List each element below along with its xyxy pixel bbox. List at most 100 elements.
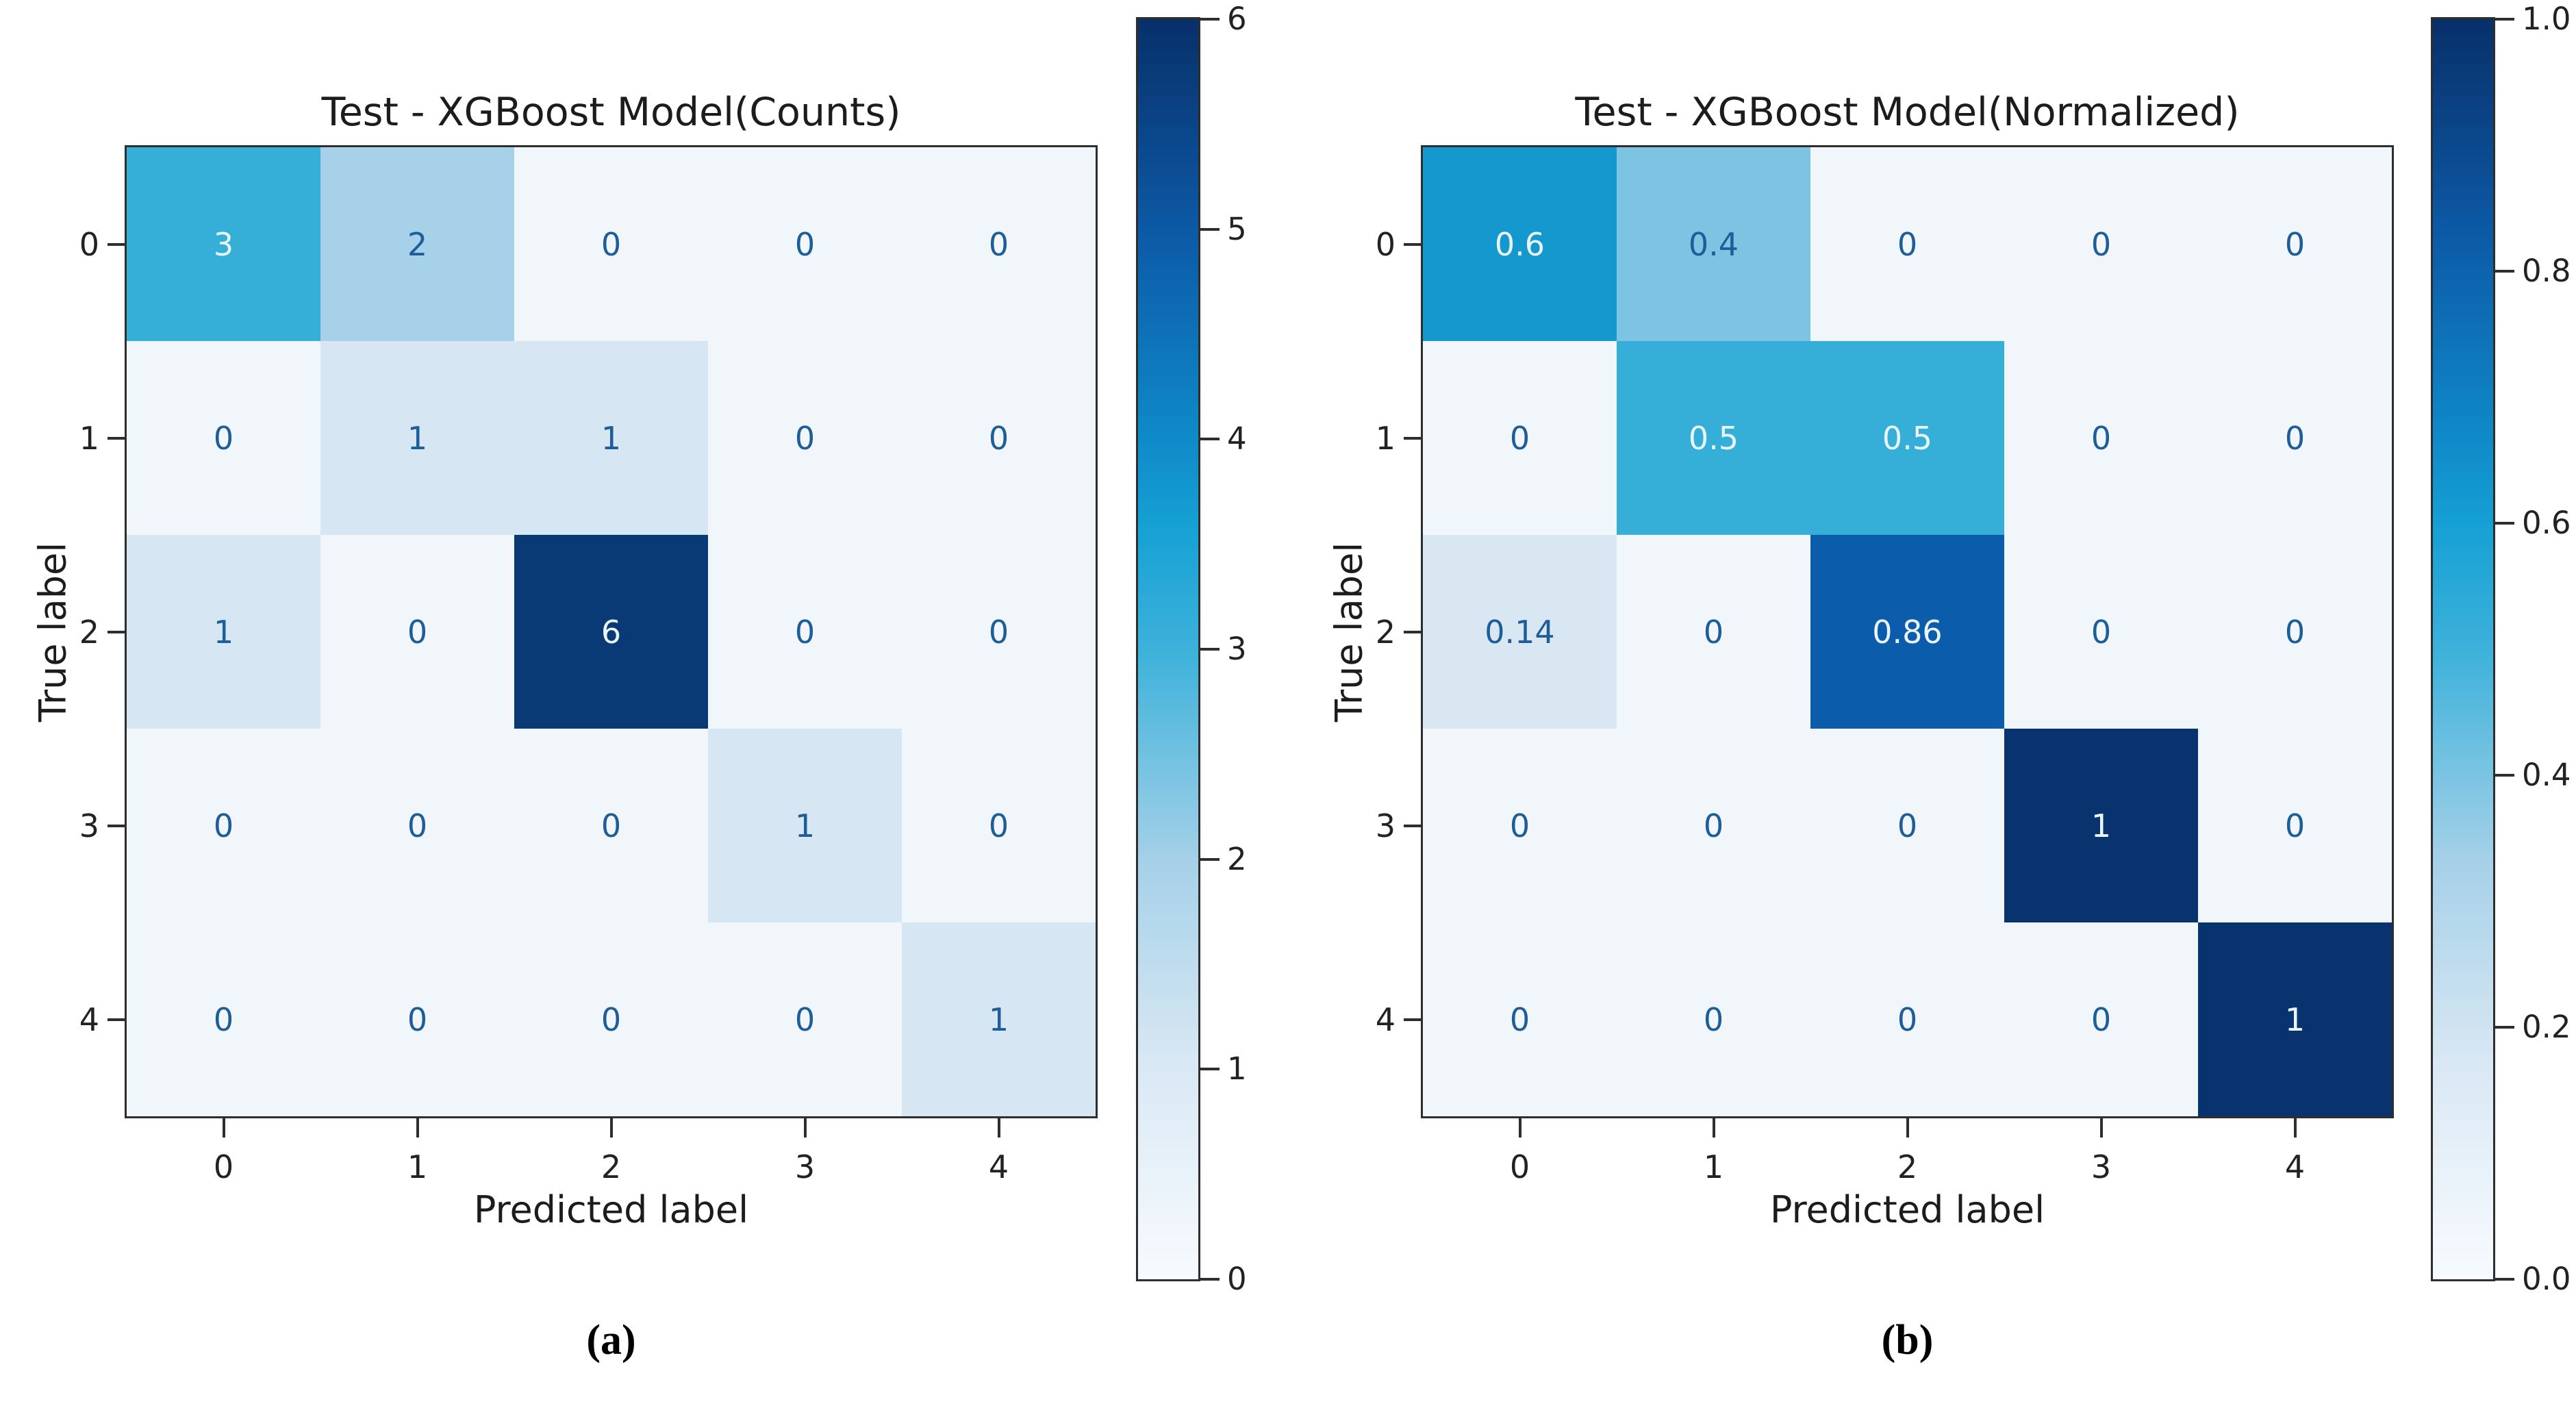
heatmap-cell-value: 1 xyxy=(988,1001,1009,1038)
heatmap-cell-r1c4: 0 xyxy=(2198,341,2392,535)
heatmap-cell-r4c0: 0 xyxy=(1423,922,1617,1116)
heatmap-cell-r2c4: 0 xyxy=(902,535,1096,729)
heatmap-cell-r0c0: 3 xyxy=(127,147,320,341)
heatmap-cell-r1c3: 0 xyxy=(708,341,902,535)
heatmap-cell-value: 0 xyxy=(601,1001,622,1038)
heatmap-cell-value: 0 xyxy=(988,225,1009,263)
heatmap-cell-r1c3: 0 xyxy=(2004,341,2198,535)
heatmap-cell-r4c4: 1 xyxy=(902,922,1096,1116)
heatmap-cell-r4c4: 1 xyxy=(2198,922,2392,1116)
heatmap-cell-r0c1: 2 xyxy=(320,147,514,341)
y-tick xyxy=(108,630,127,633)
heatmap-cell-value: 0 xyxy=(794,1001,816,1038)
heatmap-cell-value: 0 xyxy=(988,613,1009,651)
heatmap-cell-value: 0 xyxy=(407,807,428,844)
heatmap-cell-r3c3: 1 xyxy=(2004,729,2198,922)
heatmap-cell-value: 0 xyxy=(407,1001,428,1038)
y-tick-label: 2 xyxy=(1375,613,1396,651)
heatmap-cell-value: 0 xyxy=(2284,225,2306,263)
x-tick-label: 1 xyxy=(407,1148,428,1185)
y-tick-label: 3 xyxy=(79,807,99,844)
heatmap-cell-r1c0: 0 xyxy=(1423,341,1617,535)
colorbar-tick-label: 5 xyxy=(1227,210,1247,247)
heatmap-cell-value: 0 xyxy=(2091,613,2112,651)
heatmap-cell-r0c0: 0.6 xyxy=(1423,147,1617,341)
heatmap-cell-r2c0: 1 xyxy=(127,535,320,729)
heatmap-cell-value: 0.4 xyxy=(1688,225,1739,263)
heatmap-cell-value: 0 xyxy=(2284,419,2306,457)
x-tick xyxy=(1518,1118,1521,1137)
heatmap-cell-value: 0 xyxy=(794,225,816,263)
heatmap-cell-r0c2: 0 xyxy=(1810,147,2004,341)
y-tick xyxy=(108,824,127,827)
colorbar-tick-label: 4 xyxy=(1227,420,1247,457)
y-tick xyxy=(1404,824,1423,827)
heatmap-cell-value: 0 xyxy=(213,419,234,457)
heatmap-cell-r4c3: 0 xyxy=(2004,922,2198,1116)
heatmap-cell-r1c4: 0 xyxy=(902,341,1096,535)
heatmap-cell-value: 0 xyxy=(213,807,234,844)
heatmap-cell-value: 0 xyxy=(1897,807,1918,844)
colorbar-tick xyxy=(1200,18,1220,21)
y-tick-label: 1 xyxy=(79,419,99,457)
heatmap-cell-r1c0: 0 xyxy=(127,341,320,535)
heatmap-cell-value: 1 xyxy=(213,613,234,651)
y-tick xyxy=(1404,436,1423,440)
colorbar-tick-label: 0.6 xyxy=(2522,505,2571,541)
heatmap-cell-value: 0 xyxy=(794,419,816,457)
heatmap-cell-r3c2: 0 xyxy=(514,729,708,922)
heatmap-cell-value: 1 xyxy=(2091,807,2112,844)
y-tick-label: 0 xyxy=(79,225,99,263)
heatmap-cell-r4c0: 0 xyxy=(127,922,320,1116)
heatmap-panel-normalized: 0.6 0.4 0 0 0 0 0.5 0.5 0 0 0.14 0 0.86 0 0 0 0 0 1 0 0 0 0 0 1 xyxy=(1421,145,2394,1118)
x-tick-label: 2 xyxy=(601,1148,622,1185)
y-tick-label: 4 xyxy=(1375,1001,1396,1038)
heatmap-cell-value: 0 xyxy=(1703,807,1724,844)
heatmap-cell-r1c2: 1 xyxy=(514,341,708,535)
x-tick xyxy=(416,1118,419,1137)
colorbar-tick xyxy=(1200,438,1220,441)
heatmap-cell-r3c2: 0 xyxy=(1810,729,2004,922)
colorbar-tick-label: 1.0 xyxy=(2522,1,2571,37)
heatmap-cell-value: 3 xyxy=(213,225,234,263)
x-tick xyxy=(2293,1118,2297,1137)
y-tick-label: 0 xyxy=(1375,225,1396,263)
heatmap-cell-value: 0 xyxy=(2091,225,2112,263)
panel-a-title: Test - XGBoost Model(Counts) xyxy=(321,90,901,135)
heatmap-cell-r2c0: 0.14 xyxy=(1423,535,1617,729)
heatmap-cell-value: 1 xyxy=(794,807,816,844)
heatmap-cell-value: 0 xyxy=(601,225,622,263)
y-tick xyxy=(1404,630,1423,633)
colorbar-tick xyxy=(1200,1068,1220,1071)
y-tick xyxy=(108,436,127,440)
heatmap-cell-value: 0 xyxy=(213,1001,234,1038)
heatmap-cell-r3c0: 0 xyxy=(1423,729,1617,922)
colorbar-tick xyxy=(2495,270,2514,273)
colorbar-tick xyxy=(2495,1026,2514,1029)
panel-a-caption: (a) xyxy=(586,1317,636,1363)
colorbar-tick xyxy=(1200,648,1220,651)
heatmap-cell-r4c1: 0 xyxy=(320,922,514,1116)
x-tick-label: 1 xyxy=(1703,1148,1724,1185)
heatmap-cell-r2c2: 6 xyxy=(514,535,708,729)
colorbar-tick xyxy=(1200,1278,1220,1281)
heatmap-cell-value: 0 xyxy=(2284,807,2306,844)
heatmap-cell-value: 0.6 xyxy=(1494,225,1545,263)
heatmap-cell-r2c1: 0 xyxy=(1617,535,1810,729)
x-tick xyxy=(609,1118,613,1137)
heatmap-cell-value: 0.86 xyxy=(1872,613,1943,651)
y-tick xyxy=(1404,242,1423,246)
heatmap-cell-value: 0 xyxy=(2091,1001,2112,1038)
panel-b-caption: (b) xyxy=(1881,1317,1934,1363)
heatmap-cell-r1c1: 0.5 xyxy=(1617,341,1810,535)
colorbar-tick-label: 0.4 xyxy=(2522,757,2571,793)
heatmap-cell-r3c4: 0 xyxy=(2198,729,2392,922)
heatmap-cell-value: 0 xyxy=(601,807,622,844)
heatmap-cell-value: 0 xyxy=(1897,225,1918,263)
heatmap-cell-r3c1: 0 xyxy=(1617,729,1810,922)
heatmap-cell-r3c1: 0 xyxy=(320,729,514,922)
y-tick-label: 3 xyxy=(1375,807,1396,844)
heatmap-cell-value: 0 xyxy=(1703,613,1724,651)
panel-b-title: Test - XGBoost Model(Normalized) xyxy=(1575,90,2240,135)
x-tick-label: 0 xyxy=(1509,1148,1530,1185)
